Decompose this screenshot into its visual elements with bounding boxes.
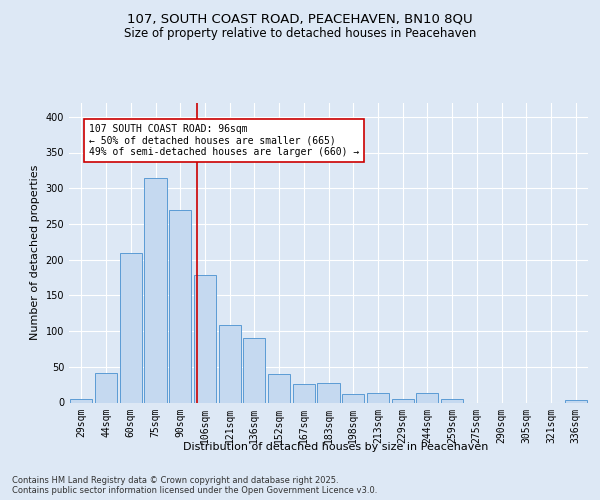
- Bar: [145, 178, 167, 402]
- Bar: [194, 276, 216, 402]
- Text: 107, SOUTH COAST ROAD, PEACEHAVEN, BN10 8QU: 107, SOUTH COAST ROAD, PEACEHAVEN, BN10 …: [127, 12, 473, 26]
- Bar: [565, 400, 587, 402]
- Bar: [95, 372, 117, 402]
- Bar: [342, 394, 364, 402]
- Bar: [70, 399, 92, 402]
- Bar: [293, 384, 315, 402]
- Bar: [119, 252, 142, 402]
- Bar: [367, 392, 389, 402]
- Bar: [441, 399, 463, 402]
- Bar: [243, 338, 265, 402]
- Y-axis label: Number of detached properties: Number of detached properties: [30, 165, 40, 340]
- Bar: [169, 210, 191, 402]
- Bar: [317, 383, 340, 402]
- Bar: [392, 399, 414, 402]
- Text: 107 SOUTH COAST ROAD: 96sqm
← 50% of detached houses are smaller (665)
49% of se: 107 SOUTH COAST ROAD: 96sqm ← 50% of det…: [89, 124, 359, 157]
- Bar: [218, 326, 241, 402]
- Bar: [416, 393, 439, 402]
- Text: Size of property relative to detached houses in Peacehaven: Size of property relative to detached ho…: [124, 28, 476, 40]
- Text: Distribution of detached houses by size in Peacehaven: Distribution of detached houses by size …: [184, 442, 488, 452]
- Bar: [268, 374, 290, 402]
- Text: Contains HM Land Registry data © Crown copyright and database right 2025.
Contai: Contains HM Land Registry data © Crown c…: [12, 476, 377, 495]
